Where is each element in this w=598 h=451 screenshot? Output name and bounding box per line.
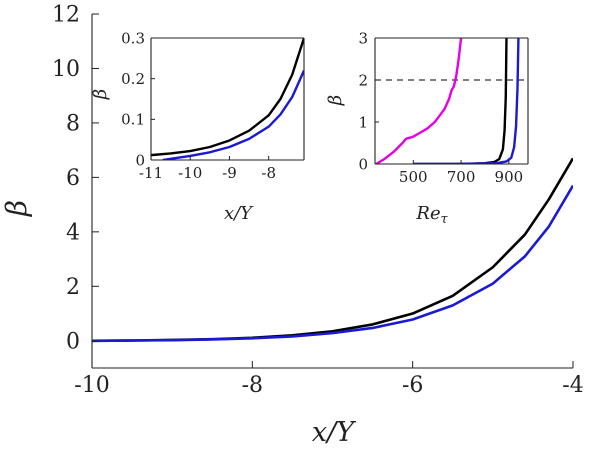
y-tick-label: 4 bbox=[66, 221, 80, 246]
y-tick-label: 10 bbox=[52, 57, 80, 82]
x-tick-label: 900 bbox=[495, 168, 524, 186]
y-tick-label: 0 bbox=[66, 329, 80, 354]
y-tick-label: 6 bbox=[66, 166, 80, 191]
y-tick-label: 2 bbox=[66, 275, 80, 300]
y-tick-label: 0 bbox=[358, 155, 368, 173]
series-line-0 bbox=[375, 37, 463, 164]
y-tick-label: 0 bbox=[135, 151, 145, 169]
x-tick-label: -9 bbox=[222, 164, 237, 182]
x-axis-label: Reτ bbox=[415, 203, 448, 226]
x-tick-label: -11 bbox=[139, 164, 163, 182]
series-line-1 bbox=[92, 184, 573, 343]
plot-area bbox=[151, 38, 304, 160]
x-tick-label: -8 bbox=[242, 373, 263, 398]
x-tick-label: -6 bbox=[402, 373, 423, 398]
y-tick-label: 0.2 bbox=[121, 70, 145, 88]
y-tick-label: 1 bbox=[358, 113, 368, 131]
y-axis-label: β bbox=[90, 89, 111, 100]
y-tick-label: 2 bbox=[358, 71, 368, 89]
y-tick-label: 12 bbox=[52, 3, 80, 28]
x-tick-label: 500 bbox=[399, 168, 428, 186]
x-tick-label: 700 bbox=[447, 168, 476, 186]
x-tick-label: -8 bbox=[261, 164, 276, 182]
x-axis-label: x/Y bbox=[312, 417, 356, 448]
y-tick-label: 0.3 bbox=[121, 29, 145, 47]
y-tick-label: 0.1 bbox=[121, 111, 145, 129]
x-axis-label: x/Y bbox=[224, 203, 254, 224]
x-tick-label: -10 bbox=[74, 373, 109, 398]
y-tick-label: 3 bbox=[358, 29, 368, 47]
y-axis-label: β bbox=[0, 200, 33, 217]
y-axis-label: β bbox=[325, 95, 346, 106]
x-tick-label: -4 bbox=[562, 373, 583, 398]
inset-plot-left: -11 -10 -9 -8 0 0.1 0.2 0.3 x/Y β bbox=[90, 29, 305, 224]
y-tick-label: 8 bbox=[66, 112, 80, 137]
x-tick-label: -10 bbox=[178, 164, 202, 182]
series-line-1 bbox=[162, 70, 304, 160]
inset-plot-right: 500 700 900 0 1 2 3 Reτ β bbox=[325, 29, 529, 226]
series-line-0 bbox=[151, 37, 304, 157]
